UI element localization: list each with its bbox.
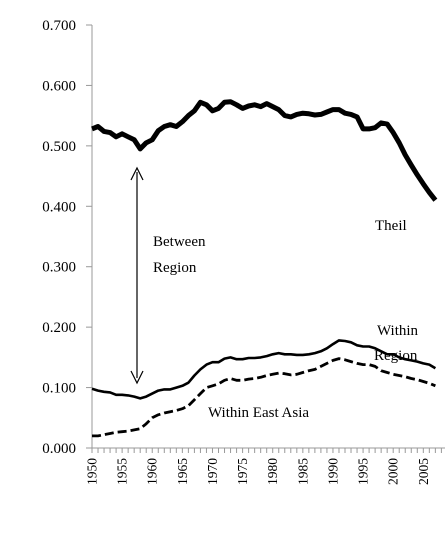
x-axis: 1950 1955 1960 1965 1970 1975 1980 1985 1990 1995… bbox=[85, 447, 445, 485]
between-region-label-line2: Region bbox=[153, 260, 197, 276]
between-region-arrow-head-up bbox=[130, 166, 144, 181]
x-tick-label: 1975 bbox=[235, 458, 250, 485]
annotation-layer: Theil Between Region Within Region Withi… bbox=[130, 166, 419, 421]
between-region-arrow-head-down bbox=[130, 370, 144, 385]
y-tick-label: 0.300 bbox=[42, 260, 76, 276]
x-tick-label: 1980 bbox=[265, 458, 280, 485]
x-tick-label: 1990 bbox=[325, 458, 340, 485]
y-axis: 0.000 0.100 0.200 0.300 0.400 0.500 0.600 0.700 bbox=[42, 18, 93, 457]
x-tick-label: 1955 bbox=[115, 458, 130, 485]
x-tick-label: 1950 bbox=[85, 458, 100, 485]
y-tick-label: 0.700 bbox=[42, 18, 76, 34]
x-tick-label: 1965 bbox=[175, 458, 190, 485]
y-tick-label: 0.000 bbox=[42, 441, 76, 457]
series-line-theil bbox=[91, 99, 438, 202]
within-region-label-line1: Within bbox=[377, 323, 419, 339]
y-tick-label: 0.200 bbox=[42, 320, 76, 336]
series-line-within-east-asia bbox=[92, 357, 436, 438]
y-tick-label: 0.600 bbox=[42, 78, 76, 94]
between-region-label-line1: Between bbox=[153, 234, 206, 250]
x-tick-label: 1970 bbox=[205, 458, 220, 485]
y-tick-label: 0.100 bbox=[42, 381, 76, 397]
within-region-label-line2: Region bbox=[374, 348, 418, 364]
x-tick-label: 2000 bbox=[386, 458, 401, 485]
x-tick-label: 1985 bbox=[295, 458, 310, 485]
within-east-asia-label: Within East Asia bbox=[208, 405, 309, 421]
theil-label: Theil bbox=[375, 218, 407, 234]
x-tick-label: 1995 bbox=[356, 458, 371, 485]
x-tick-label: 1960 bbox=[145, 458, 160, 485]
series-line-within-region bbox=[91, 339, 437, 400]
y-tick-label: 0.500 bbox=[42, 139, 76, 155]
series-layer bbox=[91, 99, 438, 438]
x-tick-label: 2005 bbox=[416, 458, 431, 485]
y-tick-label: 0.400 bbox=[42, 199, 76, 215]
